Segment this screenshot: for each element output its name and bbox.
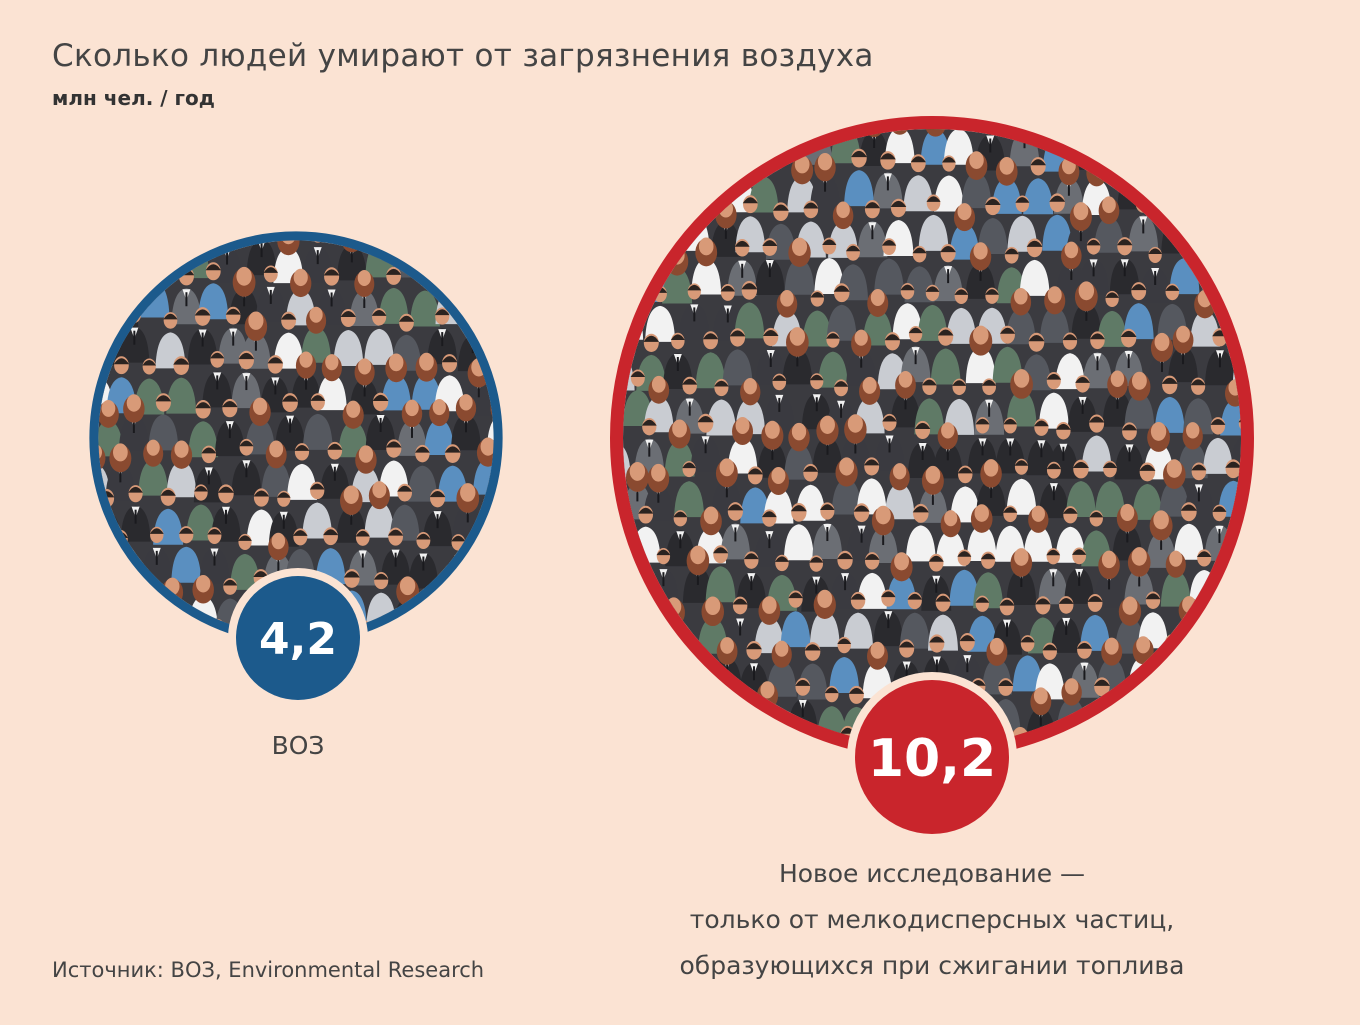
- bubble-caption: Новое исследование —: [779, 859, 1085, 888]
- data-label: 10,2: [868, 729, 996, 789]
- data-label: 4,2: [259, 614, 337, 665]
- chart-unit: млн чел. / год: [52, 86, 215, 110]
- chart-title: Сколько людей умирают от загрязнения воз…: [52, 38, 874, 74]
- bubble-caption: образующихся при сжигании топлива: [679, 951, 1184, 980]
- bubble-caption: ВОЗ: [272, 731, 325, 760]
- value-badge: [855, 680, 1009, 834]
- source-note: Источник: ВОЗ, Environmental Research: [52, 958, 485, 982]
- bubble-crowd-fill: [623, 129, 1241, 747]
- bubble-caption: только от мелкодисперсных частиц,: [690, 905, 1174, 934]
- value-badge: [236, 576, 360, 700]
